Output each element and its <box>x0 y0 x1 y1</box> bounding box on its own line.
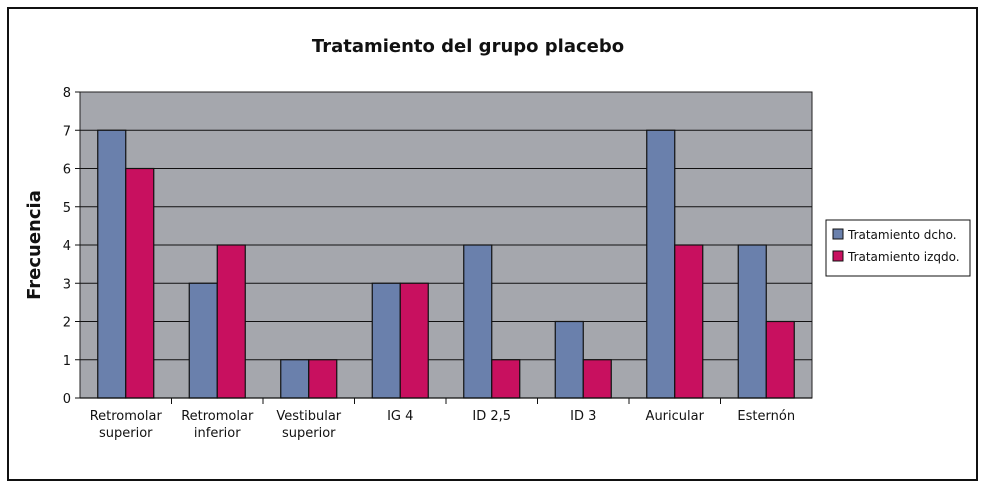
y-tick-label: 7 <box>63 124 71 139</box>
bar <box>491 359 521 399</box>
legend-label: Tratamiento dcho. <box>847 228 957 242</box>
legend: Tratamiento dcho. Tratamiento izqdo. <box>825 219 971 277</box>
x-tick-label: ID 3 <box>570 409 596 424</box>
x-tick-label: Auricular <box>646 409 705 424</box>
x-tick-label: Esternón <box>737 409 795 424</box>
bar <box>371 282 401 399</box>
y-axis-title: Frecuencia <box>24 190 45 300</box>
x-tick-label-line: ID 3 <box>570 409 596 424</box>
y-tick-label: 6 <box>63 163 71 178</box>
x-tick-label-line: Esternón <box>737 409 795 424</box>
y-tick-label: 0 <box>63 392 71 407</box>
x-tick-label-line: Retromolar <box>90 409 163 424</box>
x-tick-label: Retromolar inferior <box>181 409 254 441</box>
x-tick-label-line: Vestibular <box>276 409 341 424</box>
bar <box>765 320 795 399</box>
legend-label: Tratamiento izqdo. <box>847 250 960 264</box>
y-tick-label: 2 <box>63 316 71 331</box>
bar <box>188 282 218 399</box>
y-tick-label: 3 <box>63 277 71 292</box>
legend-swatch <box>832 250 844 262</box>
x-tick-label: Vestibular superior <box>276 409 341 441</box>
x-tick-label-line: Auricular <box>646 409 705 424</box>
x-tick-label: ID 2,5 <box>472 409 511 424</box>
bar <box>399 282 429 399</box>
chart-title: Tratamiento del grupo placebo <box>312 36 624 57</box>
x-tick-label-line: superior <box>282 426 336 441</box>
bar <box>582 359 612 399</box>
x-tick-label: Retromolar superior <box>90 409 163 441</box>
x-tick-label-line: inferior <box>194 426 241 441</box>
bar <box>737 244 767 399</box>
x-tick-label-line: Retromolar <box>181 409 254 424</box>
y-tick-label: 5 <box>63 201 71 216</box>
bar <box>554 320 584 399</box>
bar <box>280 359 310 399</box>
legend-box <box>825 219 971 277</box>
x-tick-label-line: ID 2,5 <box>472 409 511 424</box>
y-tick-label: 4 <box>63 239 71 254</box>
x-tick-label-line: superior <box>99 426 153 441</box>
bar <box>308 359 338 399</box>
bar <box>463 244 493 399</box>
bar <box>674 244 704 399</box>
x-tick-label-line: IG 4 <box>387 409 413 424</box>
bar <box>97 129 127 399</box>
x-tick-label: IG 4 <box>387 409 413 424</box>
bar <box>216 244 246 399</box>
bar <box>646 129 676 399</box>
y-tick-label: 8 <box>63 86 71 101</box>
legend-swatch <box>832 228 844 240</box>
y-tick-label: 1 <box>63 354 71 369</box>
bar <box>125 167 155 399</box>
